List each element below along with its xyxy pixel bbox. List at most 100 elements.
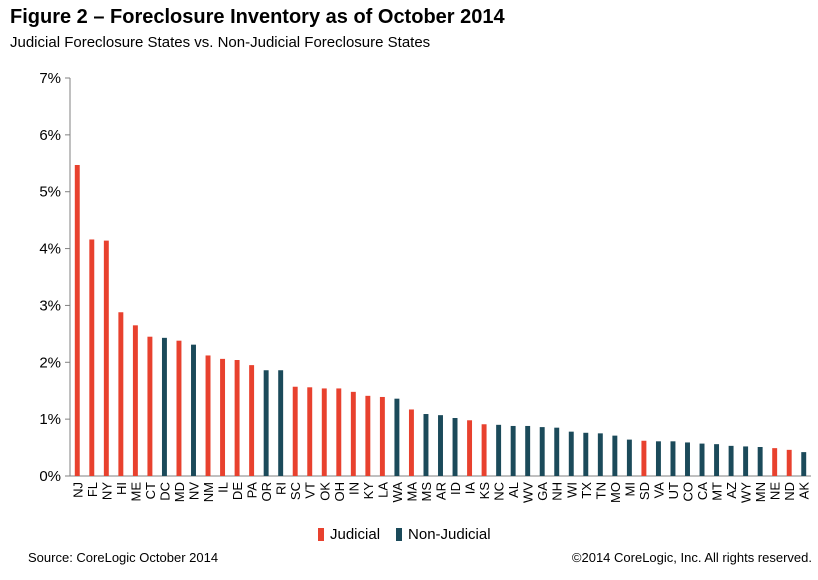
x-tick-label: VT	[303, 482, 318, 499]
x-tick-label: WY	[739, 482, 754, 503]
legend-swatch-judicial	[318, 528, 324, 541]
x-tick-label: CA	[695, 482, 710, 500]
x-tick-label: CO	[681, 482, 696, 502]
x-tick-label: KS	[477, 482, 492, 500]
y-tick-label: 5%	[39, 184, 61, 201]
x-tick-label: WA	[390, 482, 405, 503]
bar	[161, 337, 167, 476]
x-tick-label: AK	[797, 482, 812, 500]
x-tick-label: IN	[346, 482, 361, 495]
x-tick-label: OR	[259, 482, 274, 502]
bar	[655, 441, 661, 476]
x-tick-label: OK	[317, 482, 332, 501]
bar	[191, 344, 196, 476]
bar	[699, 443, 705, 476]
bar	[467, 420, 473, 476]
legend-item-non-judicial: Non-Judicial	[396, 526, 491, 543]
y-tick-label: 1%	[39, 411, 61, 428]
x-tick-label: IA	[463, 482, 478, 495]
bar	[597, 433, 603, 476]
x-tick-label: NV	[187, 482, 202, 500]
x-tick-label: MD	[172, 482, 187, 502]
bar	[220, 358, 226, 476]
bar	[234, 360, 240, 476]
bar	[249, 365, 255, 476]
x-tick-label: NH	[550, 482, 565, 501]
bar	[307, 387, 313, 476]
x-tick-label: ND	[782, 482, 797, 501]
bar	[336, 388, 342, 476]
x-tick-label: HI	[114, 482, 129, 495]
x-tick-label: MT	[710, 482, 725, 501]
x-tick-label: MO	[608, 482, 623, 503]
bar	[394, 398, 400, 476]
legend-label-non-judicial: Non-Judicial	[408, 526, 491, 543]
bar	[89, 239, 95, 476]
x-tick-label: IL	[216, 482, 231, 493]
x-tick-label: RI	[274, 482, 289, 495]
bar	[539, 427, 545, 476]
bar	[728, 445, 734, 476]
x-tick-label: MA	[404, 482, 419, 502]
x-tick-label: MS	[419, 482, 434, 502]
x-tick-label: PA	[245, 482, 260, 499]
bar	[292, 386, 298, 476]
bar	[321, 388, 327, 476]
x-tick-label: NY	[99, 482, 114, 500]
x-tick-label: TN	[593, 482, 608, 499]
y-tick-label: 4%	[39, 241, 61, 258]
bar	[685, 442, 690, 476]
x-tick-label: GA	[535, 482, 550, 501]
x-tick-label: ME	[128, 482, 143, 502]
x-tick-label: SC	[288, 482, 303, 500]
bar	[612, 435, 618, 476]
bar	[103, 240, 109, 476]
x-tick-label: WV	[521, 482, 536, 503]
x-tick-label: NC	[492, 482, 507, 501]
bar	[379, 396, 385, 476]
bar	[670, 441, 676, 476]
bar	[568, 431, 574, 476]
bar	[278, 370, 284, 476]
x-tick-label: DE	[230, 482, 245, 500]
x-tick-label: WI	[564, 482, 579, 498]
bar	[481, 424, 487, 476]
bar	[786, 449, 792, 476]
y-tick-label: 6%	[39, 127, 61, 144]
legend-item-judicial: Judicial	[318, 526, 380, 543]
bar	[554, 427, 560, 476]
bar	[583, 432, 589, 476]
bar	[757, 447, 763, 476]
x-tick-label: MI	[622, 482, 637, 496]
y-tick-label: 7%	[39, 70, 61, 87]
bar	[641, 440, 647, 476]
legend: Judicial Non-Judicial	[318, 526, 507, 543]
x-tick-label: AZ	[724, 482, 739, 499]
bar	[408, 409, 414, 476]
page-title: Figure 2 – Foreclosure Inventory as of O…	[10, 6, 505, 28]
x-tick-label: FL	[85, 482, 100, 497]
x-tick-label: AR	[434, 482, 449, 500]
bar	[205, 355, 211, 476]
copyright-note: ©2014 CoreLogic, Inc. All rights reserve…	[571, 550, 812, 565]
x-tick-label: NE	[768, 482, 783, 500]
x-tick-label: ID	[448, 482, 463, 495]
legend-swatch-non-judicial	[396, 528, 403, 541]
x-tick-label: KY	[361, 482, 376, 500]
bar	[350, 391, 356, 476]
bar	[132, 325, 138, 476]
legend-label-judicial: Judicial	[330, 526, 381, 543]
bar	[714, 444, 720, 476]
bar	[743, 446, 749, 476]
bar	[147, 336, 153, 476]
bar	[176, 340, 182, 476]
x-tick-label: NJ	[70, 482, 85, 498]
x-tick-label: TX	[579, 482, 594, 499]
bar	[772, 448, 778, 476]
page-subtitle: Judicial Foreclosure States vs. Non-Judi…	[10, 34, 431, 51]
bar	[525, 425, 531, 476]
bar	[423, 414, 429, 476]
bar	[452, 418, 458, 476]
x-tick-label: DC	[157, 482, 172, 501]
